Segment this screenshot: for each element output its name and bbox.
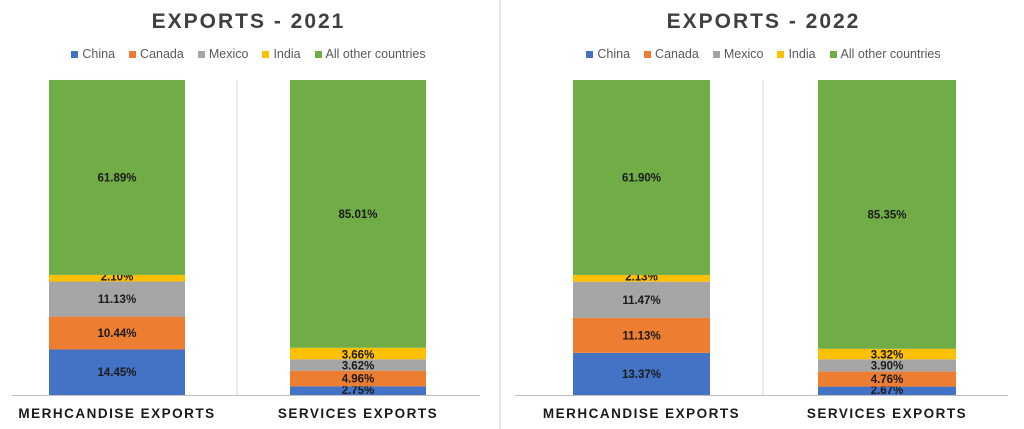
legend-item-mexico: Mexico	[197, 47, 249, 61]
chart-legend: China Canada Mexico India All other countrie…	[503, 47, 1024, 61]
data-label: 85.35%	[867, 209, 906, 221]
bar-segment-china	[818, 386, 956, 395]
chart-panel-2021: EXPORTS - 2021 China Canada Mexico India All…	[0, 0, 497, 429]
bar-segment-china	[573, 352, 710, 395]
legend-swatch	[829, 51, 837, 59]
data-label: 3.32%	[871, 349, 904, 361]
bar-segment-canada	[573, 317, 710, 353]
data-label: 3.66%	[342, 349, 375, 361]
legend-item-india: India	[777, 47, 816, 61]
legend-swatch	[644, 51, 652, 59]
category-label: MERHCANDISE EXPORTS	[18, 406, 215, 421]
bar-segment-canada	[818, 371, 956, 387]
legend-item-mexico: Mexico	[712, 47, 764, 61]
legend-swatch	[314, 51, 322, 59]
legend-swatch	[129, 51, 137, 59]
legend-label: All other countries	[325, 47, 426, 61]
bar-segment-mexico	[818, 359, 956, 372]
bar-segment-all-other-countries	[818, 80, 956, 349]
data-label: 11.13%	[622, 330, 660, 342]
data-label: 85.01%	[338, 209, 377, 221]
data-label: 4.76%	[871, 374, 904, 386]
chart-title: EXPORTS - 2021	[151, 10, 346, 33]
bar-segment-all-other-countries	[49, 79, 185, 275]
legend-label: China	[82, 47, 116, 61]
legend-swatch	[197, 51, 205, 59]
legend-label: Canada	[140, 47, 184, 61]
legend-item-china: China	[71, 47, 115, 61]
legend-item-all-other-countries: All other countries	[314, 47, 426, 61]
data-label: 10.44%	[97, 328, 136, 340]
plot-area: 13.37%11.13%11.47%2.13%61.90%MERHCANDISE…	[515, 80, 1008, 421]
bar-segment-all-other-countries	[290, 80, 426, 348]
bar-segment-china	[49, 349, 185, 395]
data-label: 4.96%	[342, 374, 375, 386]
legend-swatch	[712, 51, 720, 59]
bar-segment-india	[290, 347, 426, 360]
legend-item-india: India	[262, 47, 301, 61]
legend-label: India	[273, 47, 301, 61]
category-label: SERVICES EXPORTS	[278, 406, 438, 421]
legend-label: All other countries	[840, 47, 941, 61]
bar-segment-mexico	[49, 281, 185, 317]
bar-segment-mexico	[290, 359, 426, 371]
legend-swatch	[71, 51, 79, 59]
bar-segment-mexico	[573, 281, 710, 318]
legend-label: Canada	[655, 47, 699, 61]
legend-item-canada: Canada	[129, 47, 184, 61]
data-label: 61.89%	[97, 172, 136, 184]
legend-label: China	[597, 47, 631, 61]
bar-segment-india	[49, 274, 185, 282]
data-label: 61.90%	[622, 172, 661, 184]
bar-segment-canada	[290, 370, 426, 387]
plot-area: 14.45%10.44%11.13%2.10%61.89%MERHCANDISE…	[12, 79, 480, 421]
data-label: 3.62%	[342, 361, 375, 373]
bar-segment-china	[290, 386, 426, 395]
panel-divider	[499, 0, 501, 429]
category-label: SERVICES EXPORTS	[807, 406, 967, 421]
bar-segment-canada	[49, 316, 185, 350]
legend-item-all-other-countries: All other countries	[829, 47, 941, 61]
data-label: 11.47%	[622, 295, 660, 307]
chart-title: EXPORTS - 2022	[666, 10, 861, 33]
data-label: 13.37%	[622, 369, 661, 381]
chart-panel-2022: EXPORTS - 2022 China Canada Mexico India All…	[503, 0, 1024, 429]
legend-label: Mexico	[723, 47, 764, 61]
legend-swatch	[586, 51, 594, 59]
legend-label: Mexico	[208, 47, 249, 61]
data-label: 2.75%	[342, 385, 375, 397]
data-label: 2.67%	[871, 385, 904, 397]
legend-swatch	[262, 51, 270, 59]
legend-item-canada: Canada	[644, 47, 699, 61]
bar-segment-all-other-countries	[573, 80, 710, 275]
data-label: 11.13%	[98, 294, 136, 306]
legend-label: India	[788, 47, 816, 61]
legend-item-china: China	[586, 47, 630, 61]
bar-segment-india	[573, 274, 710, 282]
category-label: MERHCANDISE EXPORTS	[543, 406, 740, 421]
chart-legend: China Canada Mexico India All other countrie…	[0, 47, 497, 61]
bar-segment-india	[818, 348, 956, 360]
data-label: 3.90%	[871, 360, 904, 372]
legend-swatch	[777, 51, 785, 59]
data-label: 14.45%	[97, 367, 136, 379]
